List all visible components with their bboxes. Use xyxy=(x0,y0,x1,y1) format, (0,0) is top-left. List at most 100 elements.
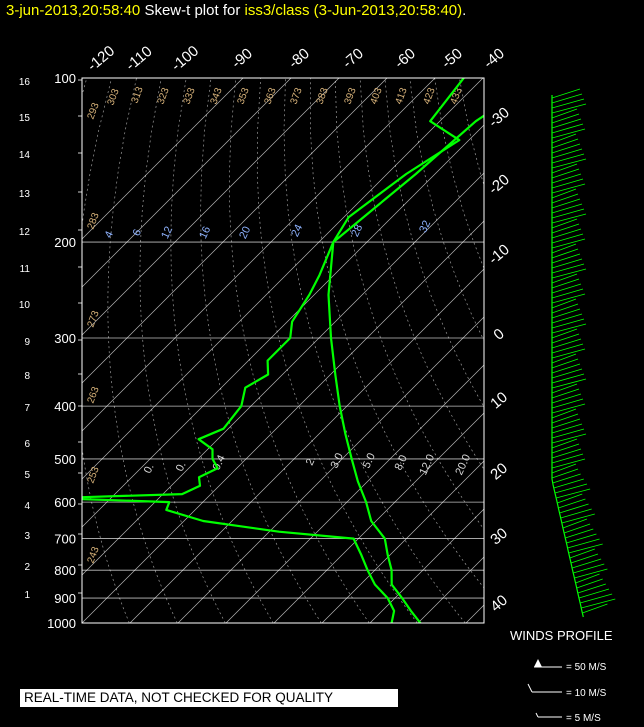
wind-barb xyxy=(569,548,595,559)
wind-barb xyxy=(568,543,603,554)
quality-banner: REAL-TIME DATA, NOT CHECKED FOR QUALITY xyxy=(20,689,398,707)
wind-barb xyxy=(551,413,579,424)
wind-barb xyxy=(551,263,585,274)
axis-labels: 1002003004005006007008009001000123456789… xyxy=(19,42,513,631)
dewpoint-line xyxy=(82,78,465,623)
dry-adiabat xyxy=(509,78,644,623)
wind-barb xyxy=(562,518,588,529)
dry-adiabat xyxy=(609,78,644,623)
wind-barb xyxy=(575,573,600,584)
isotherm xyxy=(82,172,484,576)
wind-barb xyxy=(551,183,586,194)
wind-barb xyxy=(551,153,585,164)
height-label: 10 xyxy=(19,300,31,311)
wind-barb xyxy=(551,363,581,374)
wind-barb xyxy=(551,243,577,254)
dry-adiabat xyxy=(409,78,484,342)
height-label: 14 xyxy=(19,150,31,161)
wind-barb xyxy=(551,108,578,119)
pressure-label: 700 xyxy=(54,532,76,547)
wind-barb xyxy=(570,553,599,564)
wind-legend-5: = 5 M/S xyxy=(566,713,601,724)
wind-barb xyxy=(551,313,583,324)
wind-barb xyxy=(551,248,579,259)
mixing-label-low: 2. xyxy=(304,454,319,467)
temp-label-right: 20 xyxy=(487,460,511,484)
wind-barb xyxy=(551,358,579,369)
theta-label: 303 xyxy=(106,87,122,107)
barb-10-feather xyxy=(527,683,533,693)
isotherm xyxy=(225,364,484,623)
height-label: 16 xyxy=(19,77,31,88)
theta-label: 343 xyxy=(209,86,225,106)
header-prefix: Skew-t plot for xyxy=(144,2,241,19)
mixing-label-low: 0. xyxy=(174,460,189,473)
mixing-label-low: 3.0 xyxy=(329,451,346,470)
dry-adiabat xyxy=(384,78,484,408)
mixing-label: 12 xyxy=(159,225,175,241)
wind-barb xyxy=(551,198,581,209)
wind-barb xyxy=(551,173,582,184)
barb-50-flag xyxy=(534,659,542,667)
temp-label-right: -20 xyxy=(485,171,513,198)
wind-barb xyxy=(551,408,577,419)
mixing-label-low: 8.0 xyxy=(393,453,410,472)
isotherm xyxy=(82,78,340,336)
wind-barb xyxy=(551,423,583,434)
height-label: 7 xyxy=(24,403,30,414)
wind-barb xyxy=(551,443,580,454)
wind-barb xyxy=(561,513,595,524)
wind-barb xyxy=(551,463,577,474)
wind-barb xyxy=(551,383,578,394)
temp-label-right: 0 xyxy=(490,325,507,343)
wind-barb xyxy=(551,403,586,414)
theta-label: 353 xyxy=(236,86,252,106)
theta-label: 363 xyxy=(263,86,279,106)
header-station: iss3/class (3-Jun-2013,20:58:40) xyxy=(244,2,463,19)
mixing-label: 20 xyxy=(237,225,253,241)
wind-barb xyxy=(551,218,578,229)
theta-label: 293 xyxy=(86,101,102,121)
wind-barb xyxy=(551,288,584,299)
wind-barb xyxy=(551,233,584,244)
theta-label: 403 xyxy=(369,86,385,106)
height-label: 8 xyxy=(24,371,30,382)
wind-barb xyxy=(567,538,600,549)
pressure-label: 300 xyxy=(54,331,76,346)
pressure-label: 800 xyxy=(54,563,76,578)
wind-barb xyxy=(551,433,587,444)
plot-frame xyxy=(81,77,485,624)
temp-label-top: -90 xyxy=(228,45,256,72)
dry-adiabat xyxy=(170,78,274,623)
wind-barb xyxy=(551,388,580,399)
wind-barb xyxy=(558,498,586,509)
isotherm xyxy=(82,124,484,528)
pressure-label: 1000 xyxy=(47,616,76,631)
wind-barb xyxy=(551,148,583,159)
temp-label-right: 40 xyxy=(487,592,511,616)
wind-barb xyxy=(551,238,586,249)
mixing-label: 4 xyxy=(103,229,116,240)
wind-barb xyxy=(551,338,582,349)
wind-barb xyxy=(551,378,587,389)
wind-barb xyxy=(559,503,589,514)
height-label: 11 xyxy=(20,264,31,275)
wind-barb xyxy=(573,563,605,574)
height-label: 13 xyxy=(19,189,31,200)
theta-label: 283 xyxy=(86,211,102,231)
height-label: 5 xyxy=(24,470,30,481)
wind-barb xyxy=(551,203,583,214)
dry-adiabat xyxy=(310,78,484,589)
temp-label-right: -30 xyxy=(485,104,513,131)
wind-barb xyxy=(551,128,586,139)
wind-barb xyxy=(557,493,583,504)
temp-label-top: -50 xyxy=(438,45,466,72)
dry-adiabat xyxy=(633,78,644,623)
wind-barb xyxy=(551,273,578,284)
temp-label-top: -110 xyxy=(123,43,156,75)
wind-barb xyxy=(555,488,591,499)
temp-label-top: -100 xyxy=(168,42,202,74)
temp-label-top: -40 xyxy=(480,45,508,72)
temperature-line xyxy=(327,114,484,623)
wind-staff xyxy=(551,95,584,618)
